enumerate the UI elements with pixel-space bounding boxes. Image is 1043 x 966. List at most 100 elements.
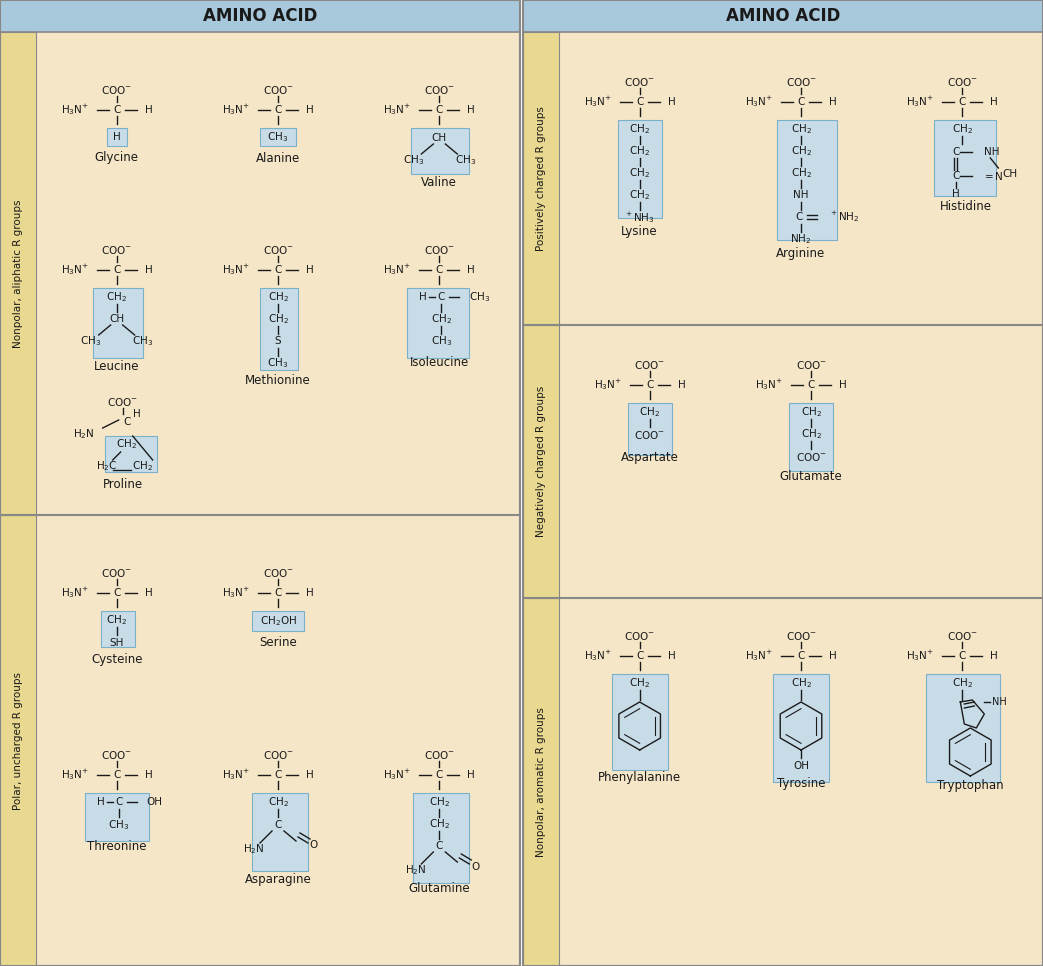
Text: H: H (839, 380, 847, 390)
Text: H$_3$N$^{+}$: H$_3$N$^{+}$ (222, 585, 250, 601)
Text: H: H (678, 380, 685, 390)
Text: Glycine: Glycine (95, 152, 139, 164)
Text: H: H (467, 105, 475, 115)
Text: H$_3$N$^{+}$: H$_3$N$^{+}$ (906, 648, 935, 664)
Text: C: C (113, 770, 120, 780)
Text: H$_3$N$^{+}$: H$_3$N$^{+}$ (584, 95, 611, 109)
Text: CH$_3$: CH$_3$ (469, 290, 490, 304)
Text: O: O (471, 862, 480, 872)
Text: CH$_2$: CH$_2$ (431, 312, 452, 326)
Bar (0, 0, 520, 966)
Text: H$_3$N$^{+}$: H$_3$N$^{+}$ (745, 95, 773, 109)
Text: C: C (646, 380, 653, 390)
Text: COO$^{-}$: COO$^{-}$ (423, 84, 455, 96)
Text: COO$^{-}$: COO$^{-}$ (101, 749, 132, 761)
Text: Asparagine: Asparagine (245, 872, 312, 886)
Text: Isoleucine: Isoleucine (410, 355, 469, 368)
Text: H: H (145, 588, 152, 598)
Text: H: H (132, 409, 141, 419)
Bar (777, 120, 836, 240)
Text: C: C (113, 265, 120, 275)
Text: CH$_2$: CH$_2$ (801, 405, 822, 419)
Text: H: H (145, 770, 152, 780)
Text: NH: NH (985, 147, 1000, 157)
Text: NH: NH (992, 697, 1008, 707)
Bar (523, 32, 559, 325)
Text: CH$_2$: CH$_2$ (791, 122, 811, 136)
Text: $^+$NH$_2$: $^+$NH$_2$ (829, 210, 859, 224)
Text: Arginine: Arginine (776, 247, 826, 261)
Text: Tryptophan: Tryptophan (937, 780, 1003, 792)
Text: H$_2$N: H$_2$N (405, 863, 427, 877)
Text: COO$^{-}$: COO$^{-}$ (624, 76, 655, 88)
Text: C: C (797, 651, 805, 661)
Text: S: S (274, 336, 282, 346)
Bar (0, 515, 37, 966)
Bar (0, 0, 520, 32)
Text: CH: CH (110, 314, 124, 324)
Text: CH: CH (432, 133, 446, 143)
Text: H$_3$N$^{+}$: H$_3$N$^{+}$ (222, 768, 250, 782)
Bar (523, 0, 1043, 32)
Text: Glutamine: Glutamine (409, 883, 470, 895)
Text: H$_3$N$^{+}$: H$_3$N$^{+}$ (222, 102, 250, 118)
Text: COO$^{-}$: COO$^{-}$ (796, 359, 826, 371)
Text: H$_3$N$^{+}$: H$_3$N$^{+}$ (906, 95, 935, 109)
Text: CH: CH (1002, 169, 1018, 179)
Text: CH$_2$: CH$_2$ (116, 437, 138, 451)
Text: C: C (113, 588, 120, 598)
Text: H$_3$N$^{+}$: H$_3$N$^{+}$ (60, 585, 89, 601)
Text: COO$^{-}$: COO$^{-}$ (947, 630, 978, 642)
Text: CH$_2$: CH$_2$ (791, 676, 811, 690)
Text: COO$^{-}$: COO$^{-}$ (101, 244, 132, 256)
Text: COO$^{-}$: COO$^{-}$ (947, 76, 978, 88)
Text: NH$_2$: NH$_2$ (791, 232, 811, 246)
Text: C: C (123, 417, 130, 427)
Text: COO$^{-}$: COO$^{-}$ (263, 567, 293, 579)
Text: C: C (274, 588, 282, 598)
Text: H$_3$N$^{+}$: H$_3$N$^{+}$ (60, 263, 89, 277)
Text: C: C (952, 171, 960, 181)
Text: OH: OH (147, 797, 163, 807)
Bar (617, 120, 661, 218)
Text: SH: SH (110, 638, 124, 648)
Text: H: H (306, 588, 314, 598)
Bar (523, 0, 1043, 966)
Text: COO$^{-}$: COO$^{-}$ (107, 396, 138, 408)
Bar (789, 403, 833, 471)
Text: H$_3$N$^{+}$: H$_3$N$^{+}$ (584, 648, 611, 664)
Bar (0, 32, 37, 515)
Text: COO$^{-}$: COO$^{-}$ (785, 76, 817, 88)
Text: H$_3$N$^{+}$: H$_3$N$^{+}$ (593, 378, 622, 392)
Text: C: C (436, 770, 443, 780)
Text: C: C (274, 265, 282, 275)
Bar (935, 120, 996, 196)
Bar (252, 793, 308, 871)
Text: H: H (991, 651, 998, 661)
Text: Nonpolar, aliphatic R groups: Nonpolar, aliphatic R groups (13, 199, 23, 348)
Text: CH$_2$: CH$_2$ (106, 290, 127, 304)
Bar (408, 288, 469, 358)
Text: CH$_3$: CH$_3$ (455, 153, 476, 167)
Text: CH$_2$: CH$_2$ (132, 459, 153, 473)
Text: C: C (274, 770, 282, 780)
Text: CH$_2$: CH$_2$ (629, 166, 650, 180)
Text: COO$^{-}$: COO$^{-}$ (634, 359, 665, 371)
Text: H: H (306, 105, 314, 115)
Text: Polar, uncharged R groups: Polar, uncharged R groups (13, 671, 23, 810)
Text: C: C (797, 97, 805, 107)
Text: C: C (274, 105, 282, 115)
Bar (413, 793, 469, 883)
Text: H: H (467, 265, 475, 275)
Text: C: C (436, 105, 443, 115)
Text: COO$^{-}$: COO$^{-}$ (263, 84, 293, 96)
Text: CH$_2$: CH$_2$ (629, 188, 650, 202)
Text: C: C (807, 380, 815, 390)
Text: H$_3$N$^{+}$: H$_3$N$^{+}$ (222, 263, 250, 277)
Text: H$_3$N$^{+}$: H$_3$N$^{+}$ (60, 102, 89, 118)
Text: H$_2$N: H$_2$N (243, 842, 265, 856)
Text: NH: NH (794, 190, 808, 200)
Text: Nonpolar, aromatic R groups: Nonpolar, aromatic R groups (536, 707, 545, 857)
Bar (611, 674, 668, 770)
Text: CH$_2$: CH$_2$ (429, 795, 450, 809)
